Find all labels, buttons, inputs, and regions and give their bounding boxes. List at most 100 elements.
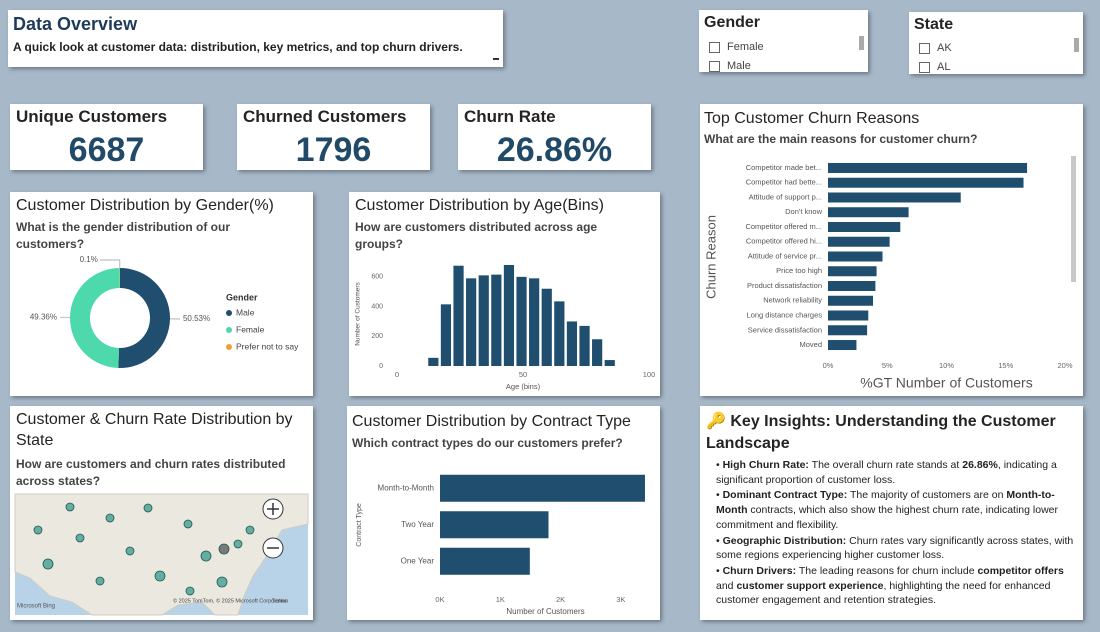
chart: 50.53% 49.36% 0.1% Gender Male Female Prefer n… bbox=[30, 255, 299, 368]
histogram-bar bbox=[503, 264, 515, 366]
legend-label: Prefer not to say bbox=[236, 341, 299, 351]
slicer-option[interactable]: Male bbox=[709, 60, 751, 72]
map-bubble bbox=[42, 558, 54, 570]
checkbox[interactable] bbox=[919, 42, 930, 54]
slicer-option[interactable]: AL bbox=[919, 61, 950, 73]
insight-text: The leading reasons for churn include bbox=[796, 564, 978, 577]
y-tick-label: Competitor had bette... bbox=[746, 178, 822, 187]
gender-slicer: Gender Female Male bbox=[699, 10, 868, 72]
zoom-in-button[interactable] bbox=[262, 498, 284, 520]
histogram-bar bbox=[579, 325, 590, 366]
x-tick-label: 15% bbox=[998, 361, 1013, 370]
bar bbox=[828, 221, 901, 232]
bar bbox=[828, 192, 961, 203]
chart-title: Customer Distribution by Age(Bins) bbox=[355, 197, 604, 214]
bar bbox=[828, 295, 874, 306]
y-axis-label: Number of Customers bbox=[355, 281, 362, 345]
map-bubble bbox=[65, 502, 75, 512]
pie-slice bbox=[118, 268, 171, 368]
x-axis-label: Number of Customers bbox=[506, 607, 584, 616]
bar bbox=[828, 162, 1028, 173]
slicer-option[interactable]: Female bbox=[709, 41, 764, 53]
insights-list: • High Churn Rate: The overall churn rat… bbox=[708, 458, 1083, 609]
map-attribution: © 2025 TomTom, © 2025 Microsoft Corporat… bbox=[173, 597, 288, 604]
header-card: Data Overview A quick look at customer d… bbox=[8, 10, 503, 67]
legend-label: Male bbox=[236, 307, 255, 317]
map-provider: Microsoft Bing bbox=[17, 604, 55, 610]
legend-swatch bbox=[226, 344, 232, 350]
kpi-value: 6687 bbox=[68, 131, 145, 169]
legend-swatch bbox=[226, 327, 232, 333]
bar bbox=[828, 340, 857, 351]
bar bbox=[828, 207, 909, 218]
map-bubble bbox=[105, 513, 115, 523]
x-tick-label: 0K bbox=[435, 595, 444, 604]
x-tick-label: 10% bbox=[939, 361, 954, 370]
chart-subtitle: Which contract types do our customers pr… bbox=[352, 436, 623, 450]
map-bubble bbox=[233, 539, 243, 549]
page-subtitle: A quick look at customer data: distribut… bbox=[13, 40, 463, 54]
checkbox[interactable] bbox=[919, 61, 930, 73]
y-tick-label: Attitude of service pr... bbox=[748, 251, 822, 260]
slicer-option[interactable]: AK bbox=[919, 42, 952, 54]
leader-line bbox=[99, 259, 121, 269]
bullet: • bbox=[716, 534, 723, 547]
histogram-bar bbox=[491, 274, 502, 366]
x-tick-label: 100 bbox=[643, 370, 656, 379]
zoom-in-icon bbox=[267, 503, 279, 515]
option-label: Female bbox=[727, 41, 764, 53]
state-slicer: State AK AL bbox=[909, 12, 1083, 74]
insight-item: • Churn Drivers: The leading reasons for… bbox=[716, 564, 1083, 608]
legend-swatch bbox=[226, 310, 232, 316]
x-tick-label: 20% bbox=[1057, 361, 1072, 370]
insight-text: Churn rates vary significantly across st… bbox=[716, 534, 1074, 562]
histogram-bar bbox=[592, 339, 603, 366]
insight-emphasis: Geographic Distribution: bbox=[722, 534, 847, 547]
page-title: Data Overview bbox=[13, 14, 138, 34]
y-axis-label: Churn Reason bbox=[703, 215, 718, 299]
map-land bbox=[14, 493, 309, 616]
map-terms[interactable]: Terms bbox=[272, 598, 287, 604]
map-bubble bbox=[125, 546, 135, 556]
scrollbar[interactable] bbox=[1071, 156, 1076, 282]
y-tick-label: Product dissatisfaction bbox=[747, 281, 822, 290]
insight-emphasis: Month-to-Month bbox=[716, 489, 1055, 517]
resize-handle bbox=[493, 58, 499, 60]
x-tick-label: 50 bbox=[519, 370, 527, 379]
y-tick-label: Competitor offered hi... bbox=[746, 237, 822, 246]
bullet: • bbox=[716, 489, 723, 502]
histogram-bar bbox=[529, 278, 540, 366]
bar bbox=[828, 236, 890, 247]
zoom-out-button[interactable] bbox=[262, 537, 284, 559]
y-axis-label: Contract Type bbox=[356, 503, 363, 547]
bullet: • bbox=[716, 564, 723, 577]
map-bubble bbox=[33, 525, 43, 535]
scrollbar[interactable] bbox=[1074, 38, 1079, 52]
scrollbar[interactable] bbox=[859, 36, 864, 50]
chart: 0K 1K 2K 3K Month-to-Month Two Year One Year Nu… bbox=[356, 474, 645, 616]
bullet: • bbox=[716, 459, 723, 471]
histogram-bar bbox=[516, 276, 527, 366]
y-tick-label: 200 bbox=[371, 333, 383, 340]
insight-text: contracts, which also show the highest c… bbox=[716, 504, 1058, 531]
y-tick-label: Network reliability bbox=[763, 296, 822, 305]
contract-chart-card: 0K 1K 2K 3K Month-to-Month Two Year One Year Nu… bbox=[347, 406, 660, 620]
y-tick-label: Competitor made bet... bbox=[746, 163, 822, 172]
map-title: Customer & Churn Rate Distribution by St… bbox=[16, 411, 293, 449]
kpi-value: 1796 bbox=[295, 131, 372, 169]
checkbox[interactable] bbox=[709, 41, 720, 53]
map[interactable]: Microsoft Bing © 2025 TomTom, © 2025 Mic… bbox=[10, 406, 313, 620]
histogram-bar bbox=[466, 278, 477, 366]
x-tick-label: 0 bbox=[395, 370, 399, 379]
kpi-label: Churned Customers bbox=[243, 107, 407, 126]
histogram-bar bbox=[428, 357, 439, 366]
bar bbox=[828, 281, 876, 292]
chart-title: Customer Distribution by Contract Type bbox=[352, 413, 631, 430]
map-bubble bbox=[218, 543, 230, 555]
insight-emphasis: competitor offers bbox=[977, 564, 1064, 577]
histogram-bar bbox=[554, 301, 565, 366]
checkbox[interactable] bbox=[709, 60, 720, 72]
churn-reasons-card: 0% 5% 10% 15% 20% Competitor made bet... Compe… bbox=[700, 104, 1083, 396]
option-label: Male bbox=[727, 60, 751, 72]
